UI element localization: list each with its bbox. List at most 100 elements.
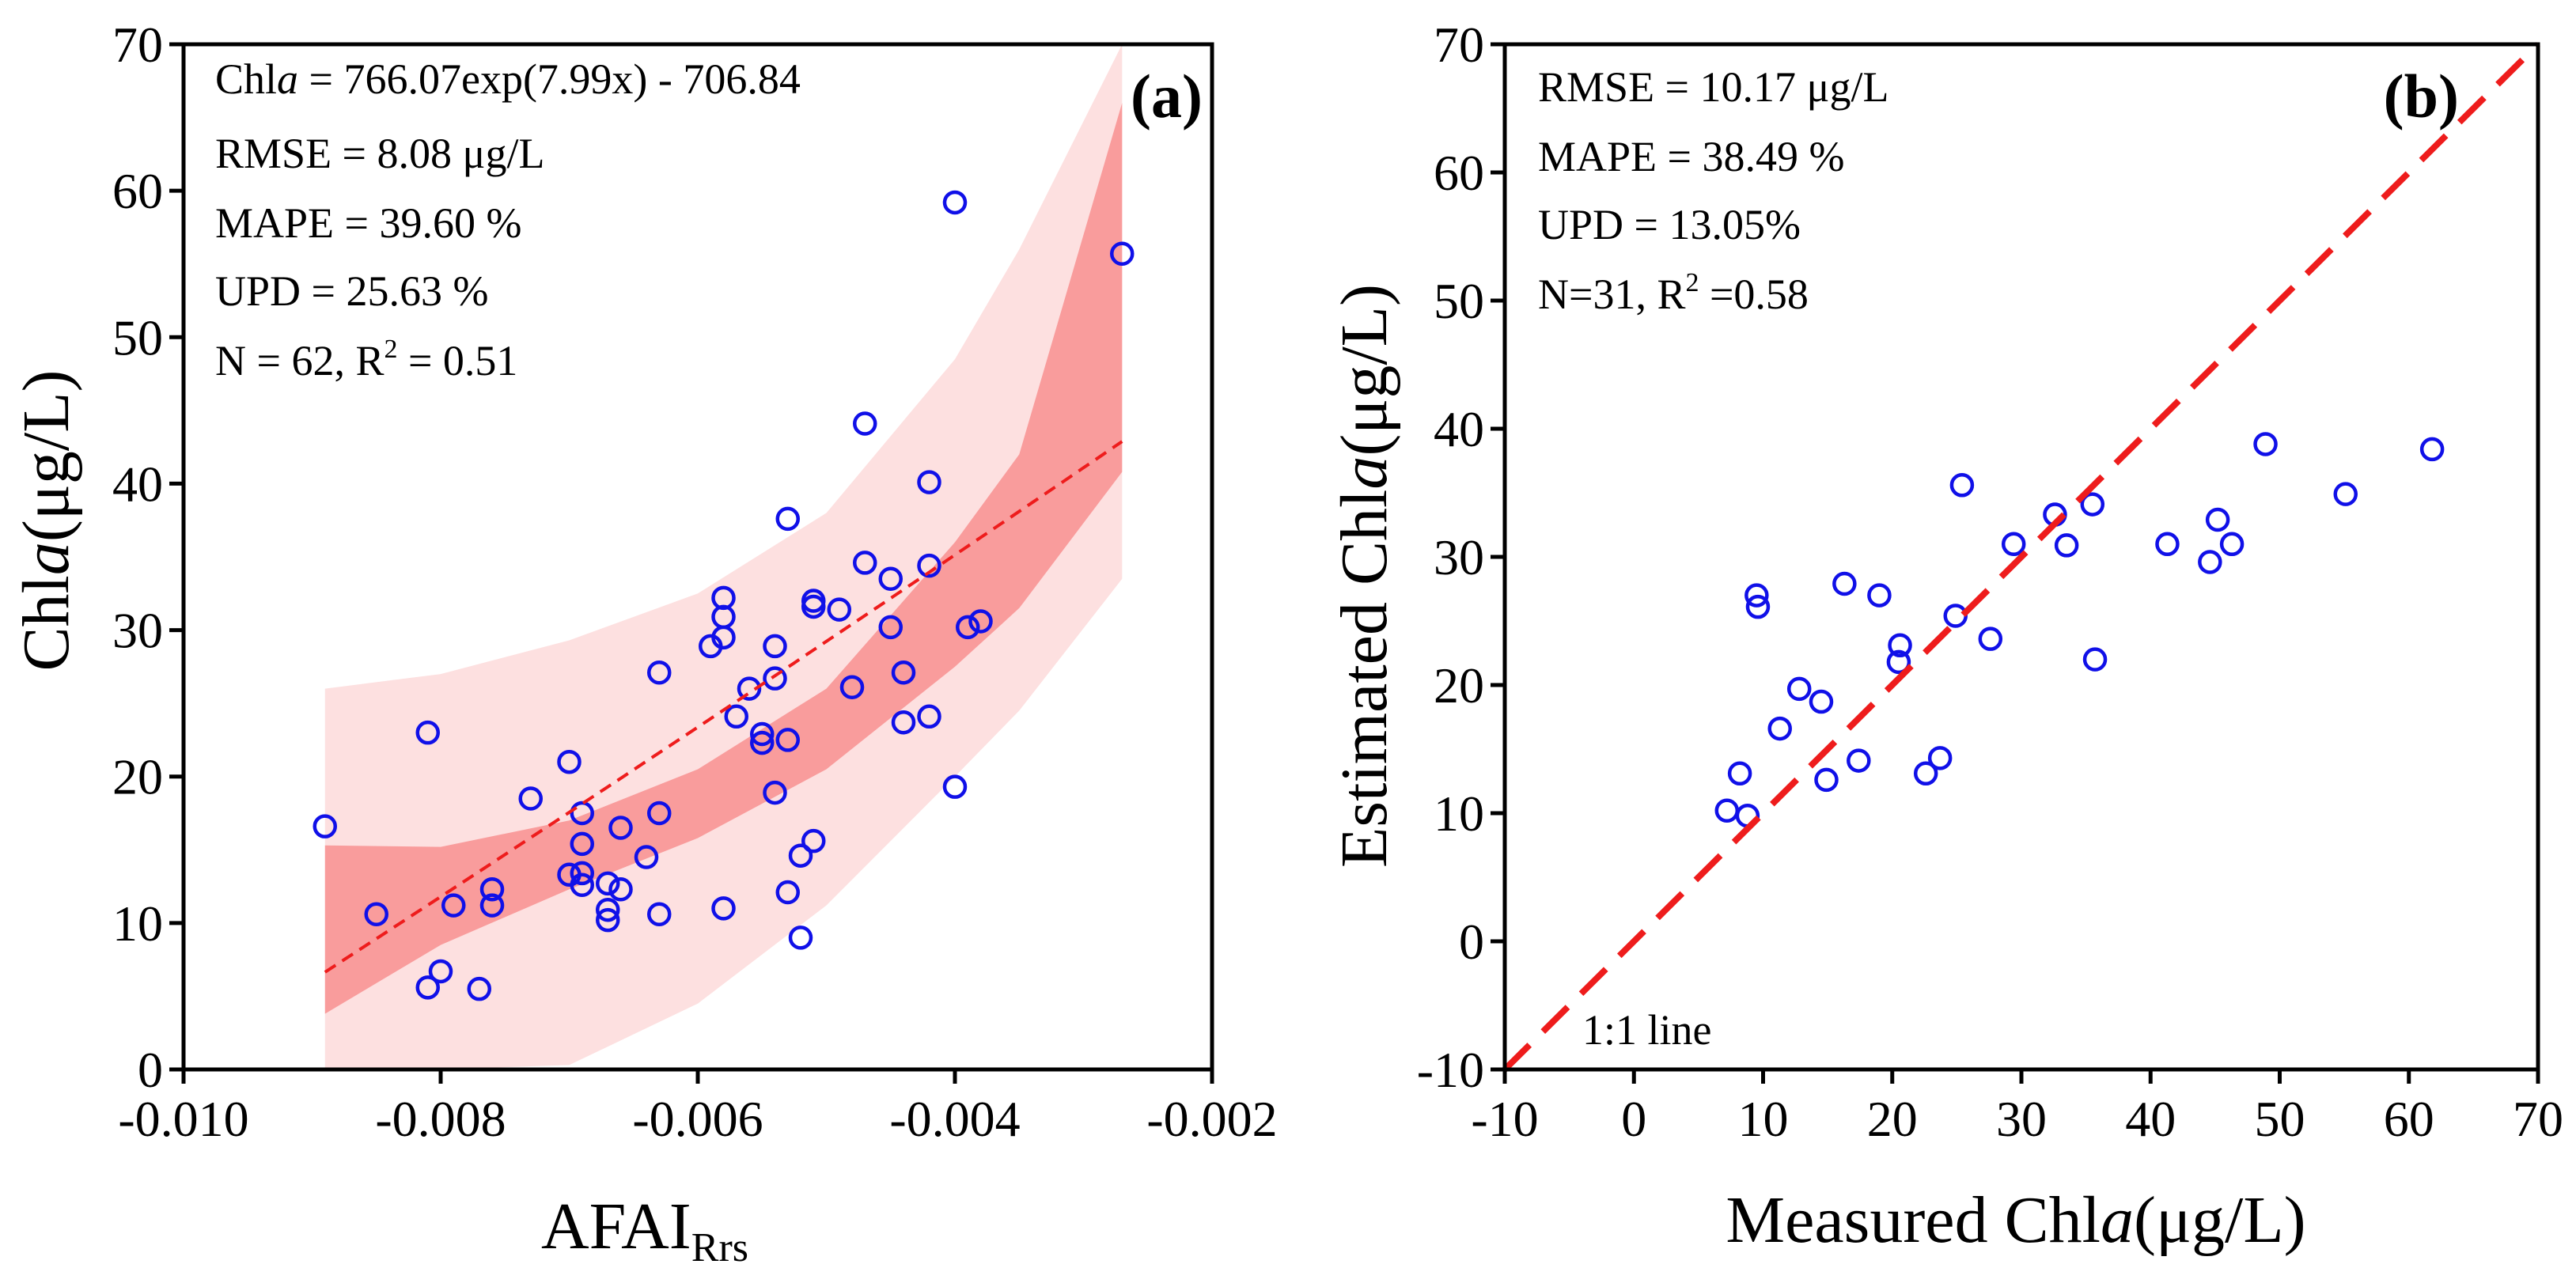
panel-a-data-point <box>853 551 877 575</box>
panel-b-data-point <box>1745 594 1771 619</box>
panel-a-data-point <box>853 411 877 436</box>
panel-b-x-axis-label: Measured Chla(μg/L) <box>1726 1183 2305 1257</box>
panel-b-x-tick-label: 50 <box>2255 1091 2305 1147</box>
panel-a-data-point <box>634 845 659 869</box>
panel-a-data-point <box>647 902 672 926</box>
panel-a-data-point <box>570 861 594 886</box>
panel-b-y-tick-label: 50 <box>1434 273 1484 329</box>
panel-b-data-point <box>1978 626 2003 651</box>
panel-b-rmse: RMSE = 10.17 μg/L <box>1538 63 1888 111</box>
panel-a-data-point <box>917 704 941 729</box>
panel-a-data-point <box>788 843 813 868</box>
panel-b-y-tick-label: 40 <box>1434 401 1484 457</box>
panel-a-x-ticks: -0.010 -0.008 -0.006 -0.004 -0.002 <box>118 1069 1278 1147</box>
panel-b-y-tick-label: 30 <box>1434 529 1484 585</box>
panel-a-data-point <box>596 871 620 896</box>
panel-a-data-point <box>942 774 968 799</box>
panel-a-data-point <box>415 975 440 1000</box>
panel-b-x-tick-label: 70 <box>2513 1091 2563 1147</box>
panel-a-data-point <box>917 470 941 494</box>
panel-a-data-point <box>596 907 620 933</box>
panel-b-data-point <box>1886 649 1911 675</box>
panel-a-y-tick-label: 50 <box>112 309 163 365</box>
panel-b-data-point <box>1847 748 1871 773</box>
panel-a-data-point <box>917 553 941 578</box>
panel-b-data-point <box>2219 532 2245 557</box>
panel-b-data-point <box>2155 532 2180 557</box>
panel-b-data-point <box>2205 507 2230 532</box>
panel-b-chart: -10 0 10 20 30 40 50 60 70 -10 0 10 20 30 40 50 60 70 RM… <box>1328 17 2563 1257</box>
panel-b-data-point <box>1832 571 1857 596</box>
panel-a-data-point <box>968 609 993 634</box>
panel-a-equation: Chla = 766.07exp(7.99x) - 706.84 <box>215 55 801 103</box>
panel-b-data-point <box>1949 473 1975 498</box>
panel-b-data-point <box>1943 604 1968 628</box>
panel-b-data-point <box>2419 437 2445 462</box>
panel-a-x-tick-label: -0.004 <box>889 1091 1020 1147</box>
panel-a-data-point <box>479 877 505 902</box>
panel-a-data-point <box>775 880 800 905</box>
panel-b-data-point <box>2082 647 2108 672</box>
panel-b-points <box>1714 432 2445 828</box>
panel-b-y-tick-label: 70 <box>1434 17 1484 73</box>
panel-a-y-ticks: 0 10 20 30 40 50 60 70 <box>112 17 184 1098</box>
panel-b-x-tick-label: 10 <box>1738 1091 1789 1147</box>
panel-b-data-point <box>1767 716 1792 741</box>
panel-b-data-point <box>2333 482 2358 506</box>
panel-a-mape: MAPE = 39.60 % <box>215 199 521 247</box>
panel-a-data-point <box>775 506 800 532</box>
panel-a-data-point <box>441 893 466 918</box>
panel-a-prediction-band <box>324 44 1123 1069</box>
panel-a-data-point <box>479 893 505 918</box>
panel-a-y-tick-label: 10 <box>112 895 163 952</box>
panel-a-data-point <box>942 190 968 215</box>
panel-a-data-point <box>801 594 826 619</box>
panel-b-y-tick-label: 60 <box>1434 145 1484 201</box>
panel-a-x-tick-label: -0.006 <box>632 1091 763 1147</box>
panel-a-annotations: Chla = 766.07exp(7.99x) - 706.84 RMSE = … <box>215 55 801 384</box>
panel-a-data-point <box>839 675 865 700</box>
panel-a-points <box>313 190 1135 1001</box>
panel-a-data-point <box>878 615 903 640</box>
panel-b-data-point <box>1814 767 1839 793</box>
panel-b-data-point <box>1888 633 1912 658</box>
panel-a-data-point <box>467 976 491 1001</box>
panel-b-x-tick-label: 40 <box>2125 1091 2176 1147</box>
panel-a-data-point <box>711 585 736 611</box>
panel-a-rmse: RMSE = 8.08 μg/L <box>215 130 544 177</box>
panel-b-data-point <box>2253 432 2278 456</box>
panel-b-data-point <box>2054 533 2079 558</box>
panel-a-data-point <box>737 676 762 701</box>
panel-b-x-tick-label: -10 <box>1471 1091 1538 1147</box>
panel-b-x-tick-label: 20 <box>1867 1091 1918 1147</box>
panel-b-y-tick-label: 0 <box>1459 914 1484 970</box>
panel-b-data-point <box>2080 492 2105 517</box>
panel-b-mape: MAPE = 38.49 % <box>1538 133 1844 180</box>
panel-a-y-tick-label: 40 <box>112 456 163 512</box>
panel-b-data-point <box>1786 676 1812 702</box>
panel-b-n-r2: N=31, R2 =0.58 <box>1538 268 1809 318</box>
panel-a-data-point <box>724 704 748 729</box>
panel-a-data-point <box>570 831 594 857</box>
panel-b-x-tick-label: 60 <box>2384 1091 2434 1147</box>
panel-a-data-point <box>313 814 337 838</box>
panel-b-upd: UPD = 13.05% <box>1538 201 1801 248</box>
panel-a-confidence-band <box>324 103 1123 1014</box>
panel-b-data-point <box>1727 761 1752 786</box>
panel-a-data-point <box>557 749 581 774</box>
panel-a-data-point <box>364 902 388 926</box>
panel-a-data-point <box>956 615 980 640</box>
panel-a-data-point <box>518 786 543 811</box>
panel-a-data-point <box>711 896 736 921</box>
panel-b-x-tick-label: 30 <box>1996 1091 2047 1147</box>
panel-a-data-point <box>763 666 787 691</box>
panel-b-x-tick-label: 0 <box>1621 1091 1646 1147</box>
panel-a-data-point <box>647 660 672 685</box>
panel-a-data-point <box>891 660 916 685</box>
panel-a-y-tick-label: 70 <box>112 17 163 73</box>
panel-b-data-point <box>1714 798 1740 823</box>
panel-a-y-tick-label: 60 <box>112 163 163 219</box>
panel-b-data-point <box>1867 583 1892 608</box>
panel-b-data-point <box>1927 746 1953 770</box>
